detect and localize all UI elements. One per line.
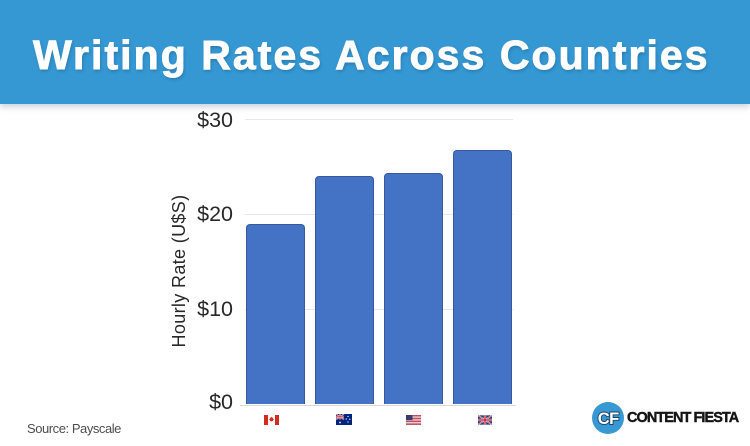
svg-text:CF: CF (598, 410, 619, 428)
